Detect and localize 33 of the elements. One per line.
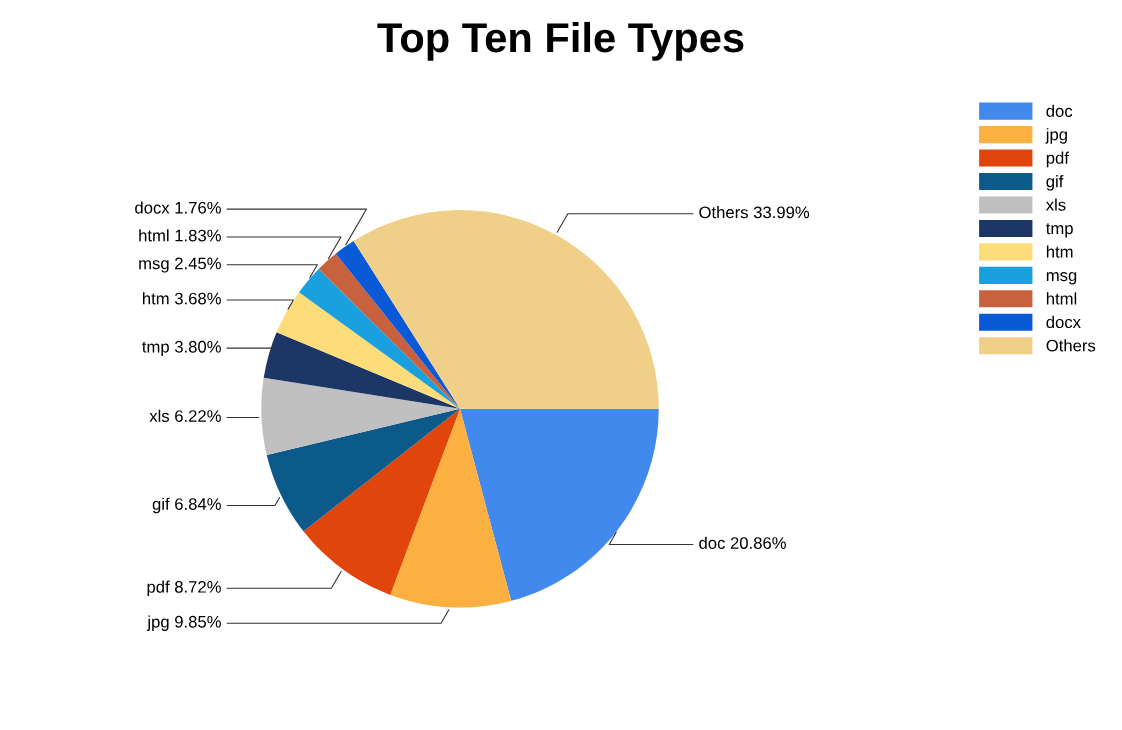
- legend-label: tmp: [1046, 223, 1073, 238]
- category-label: gif 6.84%: [152, 497, 221, 514]
- pie-slice: [261, 377, 461, 455]
- category-label: msg 2.45%: [139, 257, 221, 273]
- pie-slice: [276, 292, 461, 409]
- category-label: Others 33.99%: [699, 206, 810, 219]
- legend-label: docx: [1046, 315, 1081, 329]
- legend-label: html: [1046, 292, 1077, 305]
- pie-slice: [335, 240, 461, 409]
- category-label: tmp 3.80%: [142, 340, 221, 356]
- chart-title: Top Ten File Types: [377, 21, 744, 61]
- pie-slice: [390, 408, 512, 608]
- legend-label: xls: [1045, 198, 1066, 211]
- category-label: xls 6.22%: [149, 409, 221, 422]
- legend-label: doc: [1046, 104, 1073, 117]
- pie-slice: [263, 332, 461, 409]
- category-label: doc 20.86%: [699, 536, 786, 549]
- pie-slice: [299, 268, 461, 409]
- legend-label: gif: [1046, 175, 1064, 191]
- category-label: htm 3.68%: [143, 292, 221, 305]
- category-label: jpg 9.85%: [146, 615, 221, 631]
- pie-slice: [353, 210, 659, 409]
- pie-slice: [460, 408, 659, 601]
- legend-label: htm: [1046, 245, 1073, 258]
- legend-label: pdf: [1046, 151, 1069, 168]
- category-label: docx 1.76%: [135, 201, 221, 214]
- pie-slice: [266, 408, 461, 532]
- pie-slice: [303, 408, 461, 595]
- category-label: html 1.83%: [139, 229, 221, 242]
- legend-label: jpg: [1045, 128, 1067, 144]
- category-label: pdf 8.72%: [147, 580, 221, 597]
- legend-label: msg: [1046, 272, 1077, 285]
- legend-label: Others: [1046, 339, 1096, 352]
